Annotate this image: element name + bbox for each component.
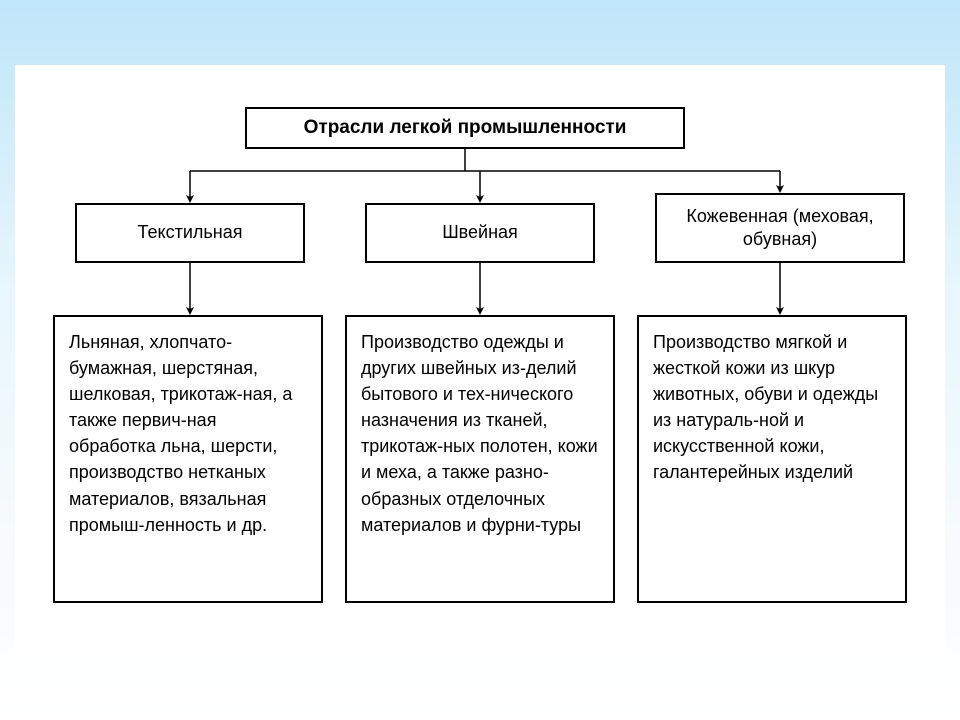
description-node-2: Производство одежды и других швейных из-… [345,315,615,603]
category-label: Швейная [442,221,518,244]
category-node-3: Кожевенная (меховая, обувная) [655,193,905,263]
root-node: Отрасли легкой промышленности [245,107,685,149]
category-label: Кожевенная (меховая, обувная) [667,205,893,252]
category-node-2: Швейная [365,203,595,263]
description-text: Производство одежды и других швейных из-… [361,329,599,538]
description-node-3: Производство мягкой и жесткой кожи из шк… [637,315,907,603]
root-label: Отрасли легкой промышленности [304,116,627,141]
description-text: Льняная, хлопчато-бумажная, шерстяная, ш… [69,329,307,538]
description-node-1: Льняная, хлопчато-бумажная, шерстяная, ш… [53,315,323,603]
category-node-1: Текстильная [75,203,305,263]
diagram-canvas: Отрасли легкой промышленности Текстильна… [15,65,945,655]
description-text: Производство мягкой и жесткой кожи из шк… [653,329,891,486]
category-label: Текстильная [138,221,243,244]
